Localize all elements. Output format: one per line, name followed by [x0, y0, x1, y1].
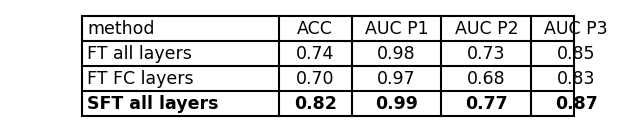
Text: SFT all layers: SFT all layers — [88, 95, 219, 113]
Text: 0.74: 0.74 — [296, 45, 335, 63]
Text: 0.68: 0.68 — [467, 70, 506, 88]
Text: 0.70: 0.70 — [296, 70, 335, 88]
Text: AUC P2: AUC P2 — [454, 20, 518, 38]
Text: 0.77: 0.77 — [465, 95, 508, 113]
Text: 0.97: 0.97 — [377, 70, 416, 88]
Text: 0.82: 0.82 — [294, 95, 337, 113]
Text: 0.85: 0.85 — [557, 45, 595, 63]
Text: 0.73: 0.73 — [467, 45, 506, 63]
Text: 0.99: 0.99 — [375, 95, 418, 113]
Text: FT FC layers: FT FC layers — [88, 70, 194, 88]
Text: method: method — [88, 20, 155, 38]
Text: AUC P1: AUC P1 — [365, 20, 428, 38]
Text: 0.98: 0.98 — [377, 45, 416, 63]
Text: 0.83: 0.83 — [557, 70, 595, 88]
Text: 0.87: 0.87 — [555, 95, 598, 113]
Text: ACC: ACC — [298, 20, 333, 38]
Text: AUC P3: AUC P3 — [545, 20, 608, 38]
Text: FT all layers: FT all layers — [88, 45, 192, 63]
